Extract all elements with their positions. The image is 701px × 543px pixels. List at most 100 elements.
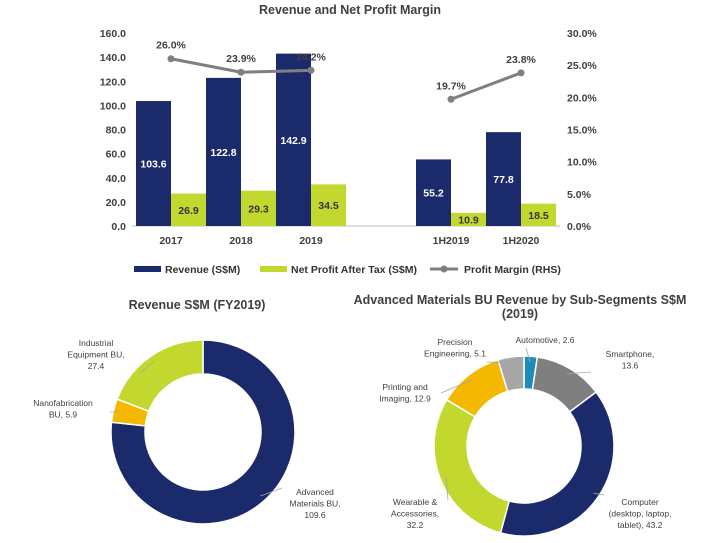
leader-line xyxy=(525,347,531,363)
leader-line xyxy=(567,371,592,375)
leader-line xyxy=(593,492,605,496)
slice-label: BU, 5.9 xyxy=(49,410,78,420)
slice-label: Accessories, xyxy=(391,509,439,519)
net-profit-bar xyxy=(311,184,346,226)
legend-label-revenue: Revenue (S$M) xyxy=(165,264,240,276)
y-axis-right: 0.0% 5.0% 10.0% 15.0% 20.0% 25.0% 30.0% xyxy=(567,28,597,233)
net-profit-data-label: 26.9 xyxy=(178,205,199,217)
legend-swatch-revenue xyxy=(134,266,161,272)
leader-line xyxy=(440,379,473,394)
revenue-bar xyxy=(276,53,311,226)
net-profit-data-label: 18.5 xyxy=(528,210,549,222)
slice-label: tablet), 43.2 xyxy=(618,520,663,530)
donut-slice xyxy=(499,391,615,537)
x-tick-label: 1H2020 xyxy=(503,235,540,247)
profit-margin-line: 26.0% 23.9% 24.2% 19.7% 23.8% xyxy=(156,40,537,103)
y-axis-left: 0.0 20.0 40.0 60.0 80.0 100.0 120.0 140.0 160.0 xyxy=(100,28,126,233)
legend: Revenue (S$M) Net Profit After Tax (S$M) P… xyxy=(134,264,561,276)
slice-label: Industrial xyxy=(79,338,114,348)
profit-margin-point xyxy=(447,95,455,103)
slice-label: 13.6 xyxy=(622,361,639,371)
profit-margin-segment xyxy=(450,71,522,101)
y-tick-label: 40.0 xyxy=(106,173,127,185)
slice-label: (desktop, laptop, xyxy=(609,509,672,519)
net-profit-data-label: 34.5 xyxy=(318,200,339,212)
legend-label-net-profit: Net Profit After Tax (S$M) xyxy=(291,264,417,276)
revenue-bar xyxy=(416,159,451,226)
slice-label: Materials BU, xyxy=(289,499,340,509)
slice-label: Equipment BU, xyxy=(67,350,124,360)
leader-line xyxy=(445,477,449,501)
donut1-title: Revenue S$M (FY2019) xyxy=(129,298,266,312)
y-tick-label: 80.0 xyxy=(106,125,127,137)
net-profit-bar xyxy=(521,203,556,226)
legend-swatch-net-profit xyxy=(260,266,287,272)
slice-label: Engineering, 5.1 xyxy=(424,349,486,359)
profit-margin-data-label: 24.2% xyxy=(296,51,326,63)
x-tick-label: 1H2019 xyxy=(433,235,470,247)
slice-label: Precision xyxy=(438,337,473,347)
slice-label: Smartphone, xyxy=(606,349,655,359)
legend-label-profit-margin: Profit Margin (RHS) xyxy=(464,264,561,276)
advanced-materials-donut: Advanced Materials BU Revenue by Sub-Seg… xyxy=(354,293,687,537)
net-profit-bar xyxy=(241,190,276,226)
donut-slice xyxy=(433,398,511,534)
y-tick-label: 100.0 xyxy=(100,100,126,112)
donut-slice xyxy=(110,339,296,525)
bar-chart-title: Revenue and Net Profit Margin xyxy=(259,3,441,17)
profit-margin-data-label: 26.0% xyxy=(156,40,186,52)
slice-label: Wearable & xyxy=(393,497,438,507)
x-tick-label: 2019 xyxy=(299,235,323,247)
legend-marker-profit-margin xyxy=(440,265,448,273)
profit-margin-data-label: 23.9% xyxy=(226,53,256,65)
revenue-fy2019-donut: Revenue S$M (FY2019) Advanced Materials B… xyxy=(33,298,341,525)
y2-tick-label: 5.0% xyxy=(567,189,592,201)
y2-tick-label: 25.0% xyxy=(567,60,597,72)
y-tick-label: 120.0 xyxy=(100,76,126,88)
profit-margin-data-label: 19.7% xyxy=(436,80,466,92)
y2-tick-label: 20.0% xyxy=(567,92,597,104)
y2-tick-label: 30.0% xyxy=(567,28,597,40)
leader-line xyxy=(486,361,512,364)
leader-line xyxy=(139,360,155,374)
donut2-title-line2: (2019) xyxy=(502,307,538,321)
y2-tick-label: 10.0% xyxy=(567,157,597,169)
slice-label: Printing and xyxy=(382,382,428,392)
y-tick-label: 0.0 xyxy=(111,221,126,233)
profit-margin-point xyxy=(237,68,245,76)
x-tick-label: 2017 xyxy=(159,235,183,247)
net-profit-bar xyxy=(171,193,206,226)
y-tick-label: 140.0 xyxy=(100,52,126,64)
revenue-data-label: 122.8 xyxy=(210,147,236,159)
revenue-data-label: 103.6 xyxy=(140,159,166,171)
revenue-data-label: 55.2 xyxy=(423,188,444,200)
profit-margin-point xyxy=(307,66,315,74)
y2-tick-label: 0.0% xyxy=(567,221,592,233)
slice-label: Nanofabrication xyxy=(33,398,93,408)
donut2-title-line1: Advanced Materials BU Revenue by Sub-Seg… xyxy=(354,293,687,307)
profit-margin-point xyxy=(167,55,175,63)
y-tick-label: 160.0 xyxy=(100,28,126,40)
y-tick-label: 20.0 xyxy=(106,197,127,209)
bar-series: 103.6 26.9 122.8 29.3 142.9 34.5 55.2 10.9 77.8 1… xyxy=(136,53,556,226)
revenue-bar xyxy=(486,132,521,226)
x-axis: 2017 2018 2019 1H2019 1H2020 xyxy=(159,235,539,247)
net-profit-data-label: 29.3 xyxy=(248,203,269,215)
revenue-data-label: 77.8 xyxy=(493,174,514,186)
donut-slice xyxy=(116,339,204,413)
leader-line xyxy=(260,487,283,497)
slice-label: Advanced xyxy=(296,487,334,497)
x-tick-label: 2018 xyxy=(229,235,253,247)
revenue-bar xyxy=(206,77,241,226)
revenue-data-label: 142.9 xyxy=(280,135,306,147)
slice-label: 32.2 xyxy=(407,520,424,530)
net-profit-data-label: 10.9 xyxy=(458,214,479,226)
profit-margin-point xyxy=(517,69,525,77)
y2-tick-label: 15.0% xyxy=(567,125,597,137)
y-tick-label: 60.0 xyxy=(106,149,127,161)
slice-label: 27.4 xyxy=(88,361,105,371)
profit-margin-data-label: 23.8% xyxy=(506,54,536,66)
slice-label: 109.6 xyxy=(304,510,326,520)
net-profit-bar xyxy=(451,212,486,226)
